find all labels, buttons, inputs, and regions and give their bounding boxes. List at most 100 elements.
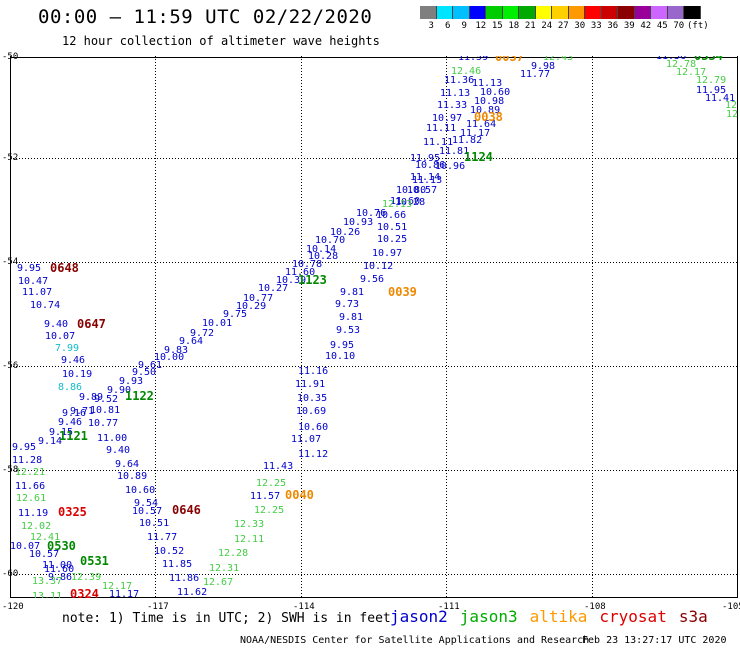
wave-height-reading: 11.28 (12, 455, 43, 466)
wave-height-reading: 9.61 (138, 360, 163, 371)
pass-time-label: 0038 (474, 110, 503, 124)
wave-height-reading: 11.66 (15, 481, 46, 492)
wave-height-reading: 9.72 (190, 328, 215, 339)
wave-height-reading: 10.01 (202, 318, 233, 329)
footer-timestamp: Feb 23 13:27:17 UTC 2020 (582, 635, 727, 646)
wave-height-reading: 9.89 (79, 392, 104, 403)
wave-height-reading: 11.33 (437, 100, 468, 111)
wave-height-reading: 11.17 (109, 589, 140, 599)
wave-height-reading: 10.76 (356, 208, 387, 219)
wave-height-reading: 11.85 (162, 559, 193, 570)
wave-height-reading: 7.99 (55, 343, 80, 354)
legend-swatch (436, 6, 453, 19)
latitude-label: -60 (2, 569, 19, 579)
wave-height-reading: 11.00 (42, 560, 73, 571)
wave-height-reading: 10.98 (474, 96, 505, 107)
wave-height-reading: 10.60 (480, 87, 511, 98)
wave-height-reading: 11.19 (18, 508, 49, 519)
pass-time-label: 1124 (464, 150, 493, 164)
color-legend: 3 6 9 12 15 18 21 24 27 30 33 36 39 42 45 70 (ft) (420, 6, 730, 33)
wave-height-reading: 11.81 (439, 146, 470, 157)
wave-height-reading: 12.25 (254, 505, 285, 516)
wave-height-reading: 10.77 (243, 293, 274, 304)
wave-height-reading: 12.21 (15, 467, 46, 478)
wave-height-reading: 10.97 (372, 248, 403, 259)
wave-height-reading: 11.13 (412, 175, 443, 186)
longitude-label: -105 (722, 602, 740, 612)
wave-height-reading: 9.54 (134, 498, 159, 509)
longitude-label: -117 (147, 602, 169, 612)
wave-height-reading: 12.13 (382, 199, 413, 210)
wave-height-reading: 9.98 (531, 61, 556, 72)
legend-swatch (601, 6, 618, 19)
legend-swatch (486, 6, 503, 19)
wave-height-reading: 10.89 (117, 471, 148, 482)
wave-height-reading: 10.86 (415, 160, 446, 171)
wave-height-reading: 10.57 (132, 506, 163, 517)
wave-height-reading: 11.17 (460, 128, 491, 139)
legend-label: 36 (607, 21, 619, 31)
satellite-key-altika: altika (529, 607, 588, 626)
wave-height-reading: 12.41 (30, 532, 61, 543)
legend-swatch (552, 6, 569, 19)
wave-height-reading: 9.86 (48, 572, 73, 583)
longitude-label: -114 (293, 602, 315, 612)
wave-height-reading: 9.71 (70, 406, 95, 417)
legend-swatch (535, 6, 552, 19)
satellite-key-cryosat: cryosat (599, 607, 667, 626)
wave-height-reading: 11.86 (169, 573, 200, 584)
legend-label: 45 (656, 21, 668, 31)
wave-height-reading: 10.00 (154, 352, 185, 363)
wave-height-reading: 9.56 (360, 274, 385, 285)
wave-height-reading: 11.91 (295, 379, 326, 390)
wave-height-reading: 11.62 (177, 587, 208, 598)
wave-height-reading: 10.97 (432, 113, 463, 124)
legend-label: 42 (640, 21, 652, 31)
wave-height-reading: 11.00 (97, 433, 128, 444)
wave-height-reading: 10.28 (308, 251, 339, 262)
wave-height-reading: 10.07 (45, 331, 76, 342)
legend-swatch (453, 6, 470, 19)
legend-label: 12 (475, 21, 487, 31)
page-title: 00:00 – 11:59 UTC 02/22/2020 (38, 6, 373, 28)
latitude-label: -52 (2, 153, 19, 163)
wave-height-reading: 9.95 (330, 340, 355, 351)
wave-height-reading: 10.12 (363, 261, 394, 272)
wave-height-reading: 11.07 (291, 434, 322, 445)
longitude-label: -120 (2, 602, 24, 612)
wave-height-reading: 12.9 (725, 100, 738, 111)
wave-height-reading: 10.93 (343, 217, 374, 228)
wave-height-reading: 12.39 (71, 572, 102, 583)
wave-height-reading: 9.14 (38, 436, 63, 447)
pass-time-label: 0647 (77, 317, 106, 331)
satellite-key: jason2 jason3 altika cryosat s3a (390, 607, 720, 626)
wave-height-reading: 12.02 (21, 521, 52, 532)
wave-height-reading: 12.43 (543, 56, 574, 63)
wave-height-reading: 13.37 (32, 576, 63, 587)
wave-height-reading: 9.95 (17, 263, 42, 274)
wave-height-reading: 11.60 (390, 196, 421, 207)
wave-height-reading: 9.46 (58, 417, 83, 428)
pass-time-label: 0037 (495, 56, 524, 64)
legend-label: (ft) (687, 21, 709, 31)
wave-height-reading: 10.70 (315, 235, 346, 246)
legend-swatch (618, 6, 635, 19)
wave-height-reading: 9.73 (335, 299, 360, 310)
wave-height-reading: 10.39 (276, 275, 307, 286)
wave-height-reading: 9.81 (340, 287, 365, 298)
wave-height-reading: 11.12 (298, 449, 329, 460)
wave-height-reading: 10.80 (396, 185, 427, 196)
wave-height-reading: 11.36 (444, 75, 475, 86)
wave-height-reading: 10.51 (377, 222, 408, 233)
wave-height-reading: 11.64 (466, 119, 497, 130)
wave-height-reading: 12.11 (234, 534, 265, 545)
legend-swatch (469, 6, 486, 19)
wave-height-reading: 10.29 (236, 301, 267, 312)
legend-swatch (651, 6, 668, 19)
latitude-label: -50 (2, 52, 19, 62)
latitude-label: -58 (2, 465, 19, 475)
pass-time-label: 0648 (50, 261, 79, 275)
longitude-label: -111 (438, 602, 460, 612)
wave-height-reading: 10.96 (435, 161, 466, 172)
wave-height-reading: 9.16 (62, 408, 87, 419)
